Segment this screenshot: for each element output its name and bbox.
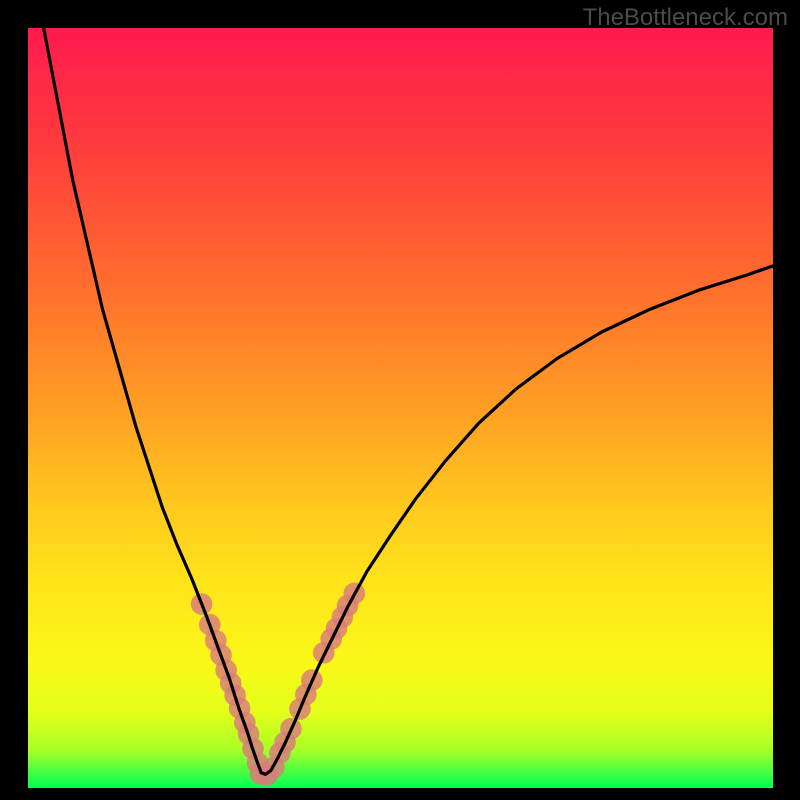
watermark-label: TheBottleneck.com [583,4,788,32]
plot-area [28,28,773,788]
chart-canvas: TheBottleneck.com [0,0,800,800]
